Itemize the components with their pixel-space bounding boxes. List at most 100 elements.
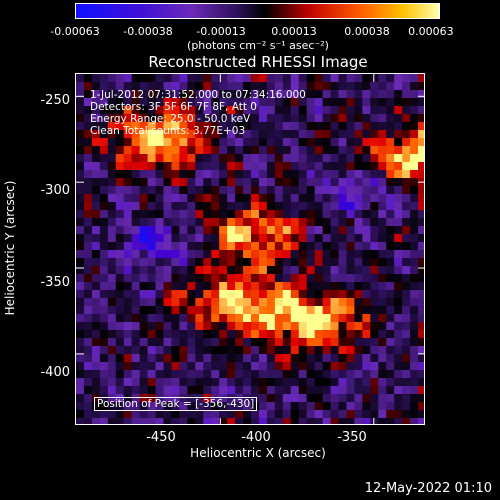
heatmap-cell <box>346 98 355 107</box>
heatmap-cell <box>195 306 204 315</box>
heatmap-cell <box>163 386 173 395</box>
heatmap-cell <box>147 394 157 403</box>
heatmap-cell <box>338 290 348 299</box>
heatmap-cell <box>147 298 157 307</box>
heatmap-cell <box>163 354 173 363</box>
heatmap-cell <box>91 90 101 99</box>
heatmap-cell <box>219 202 228 211</box>
heatmap-cell <box>187 418 196 424</box>
heatmap-cell <box>147 338 157 347</box>
heatmap-cell <box>163 338 173 347</box>
heatmap-cell <box>123 314 133 323</box>
heatmap-cell <box>99 162 109 171</box>
heatmap-cell <box>91 186 101 195</box>
heatmap-cell <box>338 378 348 387</box>
heatmap-cell <box>123 234 133 243</box>
heatmap-cell <box>282 250 292 259</box>
heatmap-cell <box>131 378 141 387</box>
heatmap-cell <box>338 82 348 91</box>
heatmap-cell <box>362 202 371 211</box>
heatmap-cell <box>386 234 395 243</box>
heatmap-cell <box>115 114 125 123</box>
heatmap-cell <box>91 106 101 115</box>
heatmap-cell <box>274 114 284 123</box>
heatmap-cell <box>99 130 109 139</box>
heatmap-cell <box>274 74 284 83</box>
heatmap-cell <box>338 210 348 219</box>
heatmap-cell <box>394 354 403 363</box>
heatmap-cell <box>402 410 411 419</box>
heatmap-cell <box>410 154 419 163</box>
heatmap-cell <box>298 362 308 371</box>
heatmap-cell <box>322 370 332 379</box>
heatmap-cell <box>290 290 300 299</box>
heatmap-cell <box>354 146 363 155</box>
heatmap-cell <box>99 138 109 147</box>
heatmap-cell <box>410 290 419 299</box>
heatmap-cell <box>131 218 141 227</box>
info-time: 1-Jul-2012 07:31:52.000 to 07:34:16.000 <box>90 89 306 101</box>
heatmap-cell <box>298 194 308 203</box>
heatmap-cell <box>83 402 93 411</box>
heatmap-cell <box>322 266 332 275</box>
heatmap-cell <box>346 282 355 291</box>
heatmap-cell <box>115 154 125 163</box>
heatmap-cell <box>346 114 355 123</box>
heatmap-cell <box>394 370 403 379</box>
heatmap-cell <box>346 298 355 307</box>
heatmap-cell <box>258 74 268 83</box>
heatmap-cell <box>378 98 387 107</box>
heatmap-cell <box>243 154 252 163</box>
heatmap-cell <box>322 298 332 307</box>
heatmap-cell <box>76 282 85 291</box>
heatmap-cell <box>394 298 403 307</box>
x-axis-title: Heliocentric X (arcsec) <box>190 446 326 460</box>
heatmap-cell <box>131 402 141 411</box>
heatmap-cell <box>139 378 149 387</box>
heatmap-cell <box>227 274 236 283</box>
heatmap-cell <box>91 202 101 211</box>
heatmap-cell <box>306 418 316 424</box>
heatmap-cell <box>306 298 316 307</box>
heatmap-cell <box>83 98 93 107</box>
heatmap-cell <box>187 114 196 123</box>
timestamp: 12-May-2022 01:10 <box>364 481 492 496</box>
heatmap-cell <box>179 418 188 424</box>
heatmap-cell <box>282 410 292 419</box>
heatmap-cell <box>418 274 424 283</box>
heatmap-cell <box>219 218 228 227</box>
heatmap-cell <box>211 90 220 99</box>
heatmap-cell <box>219 114 228 123</box>
heatmap-cell <box>91 266 101 275</box>
heatmap-cell <box>370 322 379 331</box>
heatmap-cell <box>115 370 125 379</box>
heatmap-cell <box>115 314 125 323</box>
heatmap-cell <box>346 194 355 203</box>
heatmap-cell <box>76 266 85 275</box>
heatmap-cell <box>274 410 284 419</box>
heatmap-cell <box>402 98 411 107</box>
heatmap-cell <box>330 98 340 107</box>
heatmap-cell <box>91 138 101 147</box>
heatmap-cell <box>115 274 125 283</box>
heatmap-cell <box>354 258 363 267</box>
heatmap-cell <box>330 418 340 424</box>
heatmap-cell <box>219 74 228 83</box>
heatmap-cell <box>258 170 268 179</box>
heatmap-cell <box>83 226 93 235</box>
heatmap-cell <box>370 370 379 379</box>
heatmap-cell <box>163 202 173 211</box>
heatmap-cell <box>251 274 260 283</box>
heatmap-cell <box>338 74 348 83</box>
heatmap-cell <box>155 354 165 363</box>
heatmap-cell <box>211 362 220 371</box>
heatmap-cell <box>171 394 180 403</box>
heatmap-cell <box>394 146 403 155</box>
heatmap-cell <box>211 250 220 259</box>
heatmap-cell <box>370 194 379 203</box>
heatmap-cell <box>290 242 300 251</box>
heatmap-cell <box>402 74 411 83</box>
heatmap-cell <box>314 106 324 115</box>
heatmap-cell <box>251 162 260 171</box>
heatmap-cell <box>203 386 212 395</box>
